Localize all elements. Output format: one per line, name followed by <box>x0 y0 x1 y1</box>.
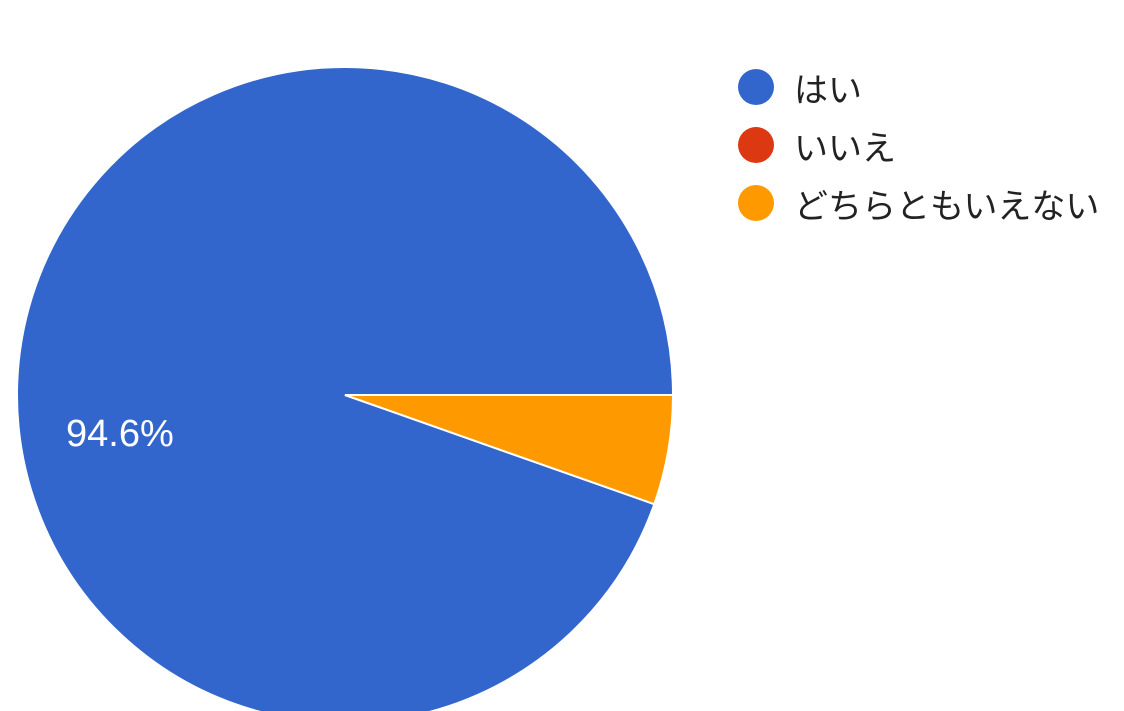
legend-swatch-no <box>738 127 774 163</box>
legend-swatch-yes <box>738 69 774 105</box>
legend-label-no: いいえ <box>794 128 896 169</box>
legend-label-neutral: どちらともいえない <box>794 186 1100 227</box>
legend-item-neutral[interactable]: どちらともいえない <box>738 174 1099 232</box>
pie-slice-neutral[interactable] <box>344 394 675 506</box>
legend-label-yes: はい <box>794 70 862 111</box>
legend-item-no[interactable]: いいえ <box>738 116 1099 174</box>
legend-item-yes[interactable]: はい <box>738 58 1099 116</box>
legend: はい いいえ どちらともいえない <box>738 58 1099 232</box>
legend-swatch-neutral <box>738 185 774 221</box>
data-label-yes: 94.6% <box>66 413 174 455</box>
pie-slice-yes[interactable] <box>16 66 675 711</box>
